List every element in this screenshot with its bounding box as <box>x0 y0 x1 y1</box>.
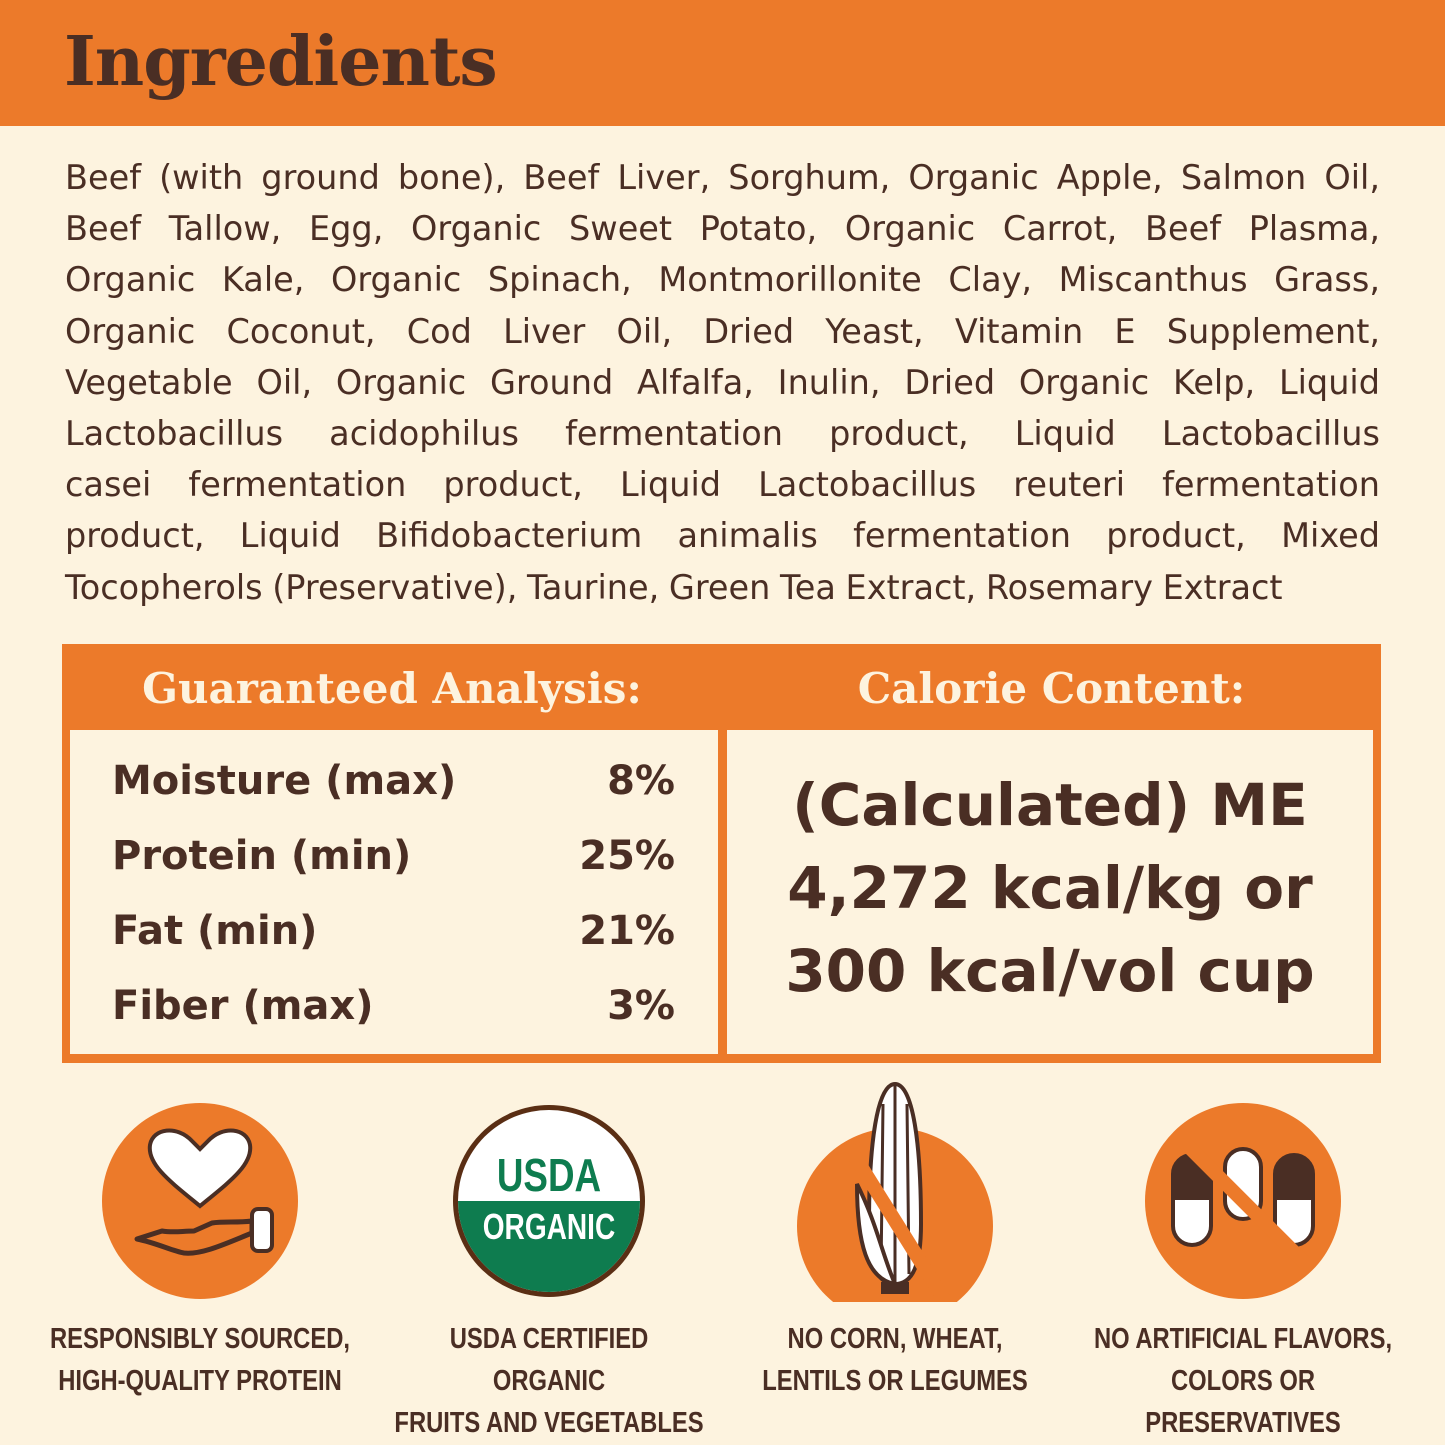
caption-line: COLORS OR PRESERVATIVES <box>1145 1365 1341 1439</box>
ingredients-line: Organic Coconut, Cod Liver Oil, Dried Ye… <box>65 311 1380 351</box>
badge-caption: USDA CERTIFIED ORGANIC FRUITS AND VEGETAB… <box>393 1318 705 1444</box>
badge-caption: NO CORN, WHEAT, LENTILS OR LEGUMES <box>739 1318 1051 1402</box>
caption-line: NO CORN, WHEAT, <box>787 1323 1003 1355</box>
ingredients-line: Lactobacillus acidophilus fermentation p… <box>65 413 1380 453</box>
nutrition-box: Guaranteed Analysis: Calorie Content: Mo… <box>62 644 1381 1063</box>
analysis-value: 21% <box>579 908 675 954</box>
analysis-row: Fat (min) 21% <box>112 908 675 954</box>
caption-line: RESPONSIBLY SOURCED, <box>50 1323 350 1355</box>
caption-line: FRUITS AND VEGETABLES <box>394 1407 704 1439</box>
ingredients-line: Beef (with ground bone), Beef Liver, Sor… <box>65 158 1380 197</box>
ingredients-line: Beef Tallow, Egg, Organic Sweet Potato, … <box>65 209 1380 249</box>
usda-organic-seal: USDA ORGANIC <box>453 1105 645 1297</box>
guaranteed-analysis-heading: Guaranteed Analysis: <box>142 664 642 713</box>
calorie-content-heading: Calorie Content: <box>857 664 1246 713</box>
analysis-row: Protein (min) 25% <box>112 833 675 879</box>
analysis-value: 3% <box>607 983 675 1029</box>
svg-text:USDA: USDA <box>497 1149 601 1201</box>
badge-caption: RESPONSIBLY SOURCED, HIGH-QUALITY PROTEIN <box>44 1318 356 1402</box>
caption-line: USDA CERTIFIED ORGANIC <box>449 1323 649 1397</box>
badge-caption: NO ARTIFICIAL FLAVORS, COLORS OR PRESERVA… <box>1087 1318 1399 1444</box>
page-title: Ingredients <box>64 22 498 102</box>
guaranteed-analysis-panel: Moisture (max) 8% Protein (min) 25% Fat (m… <box>70 730 718 1054</box>
calorie-content-panel: (Calculated) ME 4,272 kcal/kg or 300 kca… <box>727 730 1373 1054</box>
analysis-row: Fiber (max) 3% <box>112 983 675 1029</box>
ingredients-line: Tocopherols (Preservative), Taurine, Gre… <box>65 567 1283 607</box>
analysis-label: Protein (min) <box>112 833 412 879</box>
caption-line: HIGH-QUALITY PROTEIN <box>58 1365 342 1397</box>
no-capsules-icon <box>1145 1103 1341 1299</box>
caption-line: LENTILS OR LEGUMES <box>762 1365 1028 1397</box>
ingredients-line: casei fermentation product, Liquid Lacto… <box>65 465 1380 505</box>
caption-line: NO ARTIFICIAL FLAVORS, <box>1093 1323 1393 1355</box>
analysis-value: 25% <box>579 833 675 879</box>
heart-hand-icon <box>102 1103 298 1299</box>
analysis-label: Moisture (max) <box>112 758 457 804</box>
calorie-line: (Calculated) ME <box>792 771 1308 839</box>
analysis-label: Fiber (max) <box>112 983 374 1029</box>
analysis-label: Fat (min) <box>112 908 318 954</box>
ingredients-line: product, Liquid Bifidobacterium animalis… <box>65 516 1380 556</box>
calorie-line: 300 kcal/vol cup <box>785 937 1315 1005</box>
analysis-row: Moisture (max) 8% <box>112 758 675 804</box>
ingredients-list: Beef (with ground bone), Beef Liver, Sor… <box>65 152 1380 613</box>
calorie-text: (Calculated) ME 4,272 kcal/kg or 300 kca… <box>727 764 1373 1013</box>
no-corn-icon <box>797 1081 993 1302</box>
analysis-value: 8% <box>607 758 675 804</box>
svg-text:ORGANIC: ORGANIC <box>483 1207 616 1247</box>
ingredients-line: Organic Kale, Organic Spinach, Montmoril… <box>65 260 1380 300</box>
ingredients-line: Vegetable Oil, Organic Ground Alfalfa, I… <box>65 362 1380 402</box>
header-band: Ingredients <box>0 0 1445 126</box>
calorie-line: 4,272 kcal/kg or <box>787 854 1313 922</box>
